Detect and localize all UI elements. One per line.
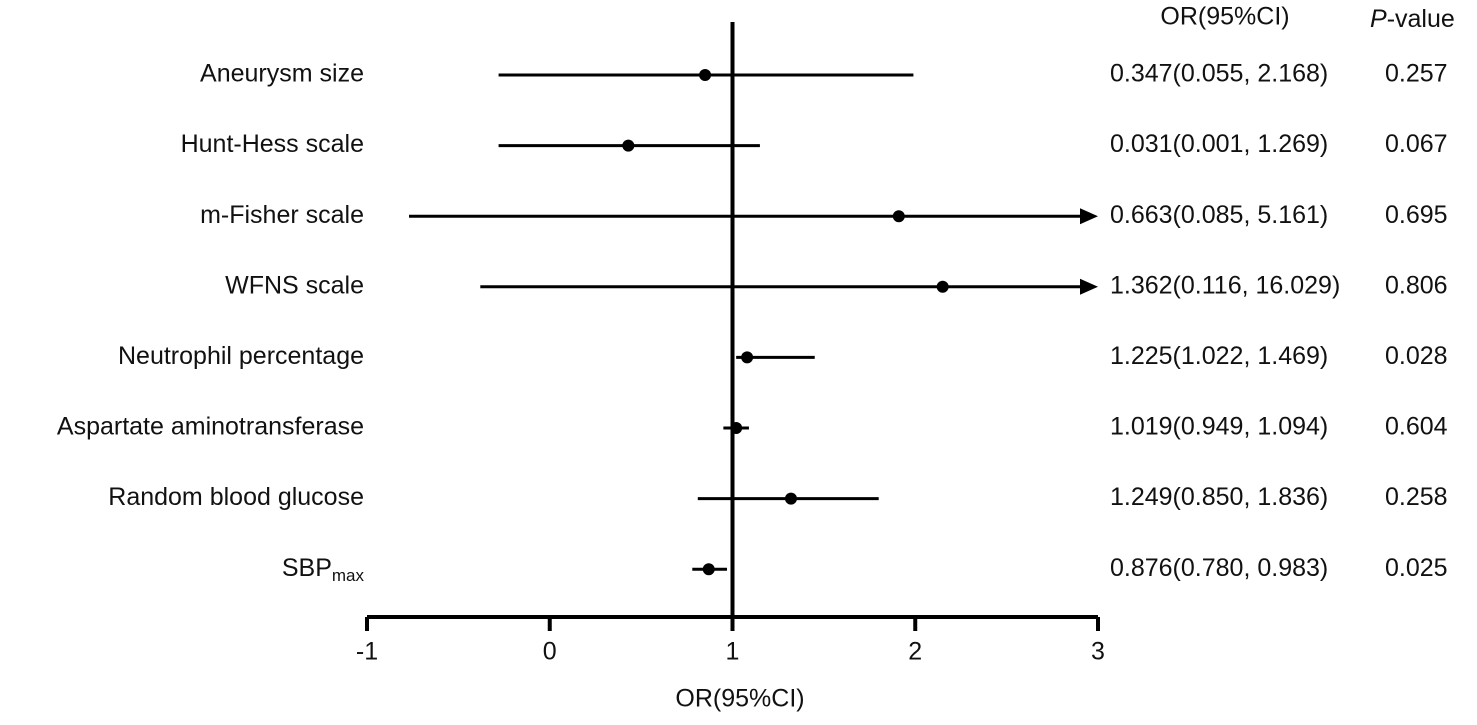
point-estimate [936,280,949,293]
x-axis-title: OR(95%CI) [675,685,804,713]
row-label: Aspartate aminotransferase [57,413,364,441]
or-ci: 1.019(0.949, 1.094) [1110,413,1328,441]
header-italic: P [1370,5,1387,33]
x-tick-label: 3 [1091,638,1105,666]
or-ci: 1.362(0.116, 16.029) [1110,271,1340,299]
p-value: 0.257 [1385,60,1448,88]
or-ci: 0.031(0.001, 1.269) [1110,130,1328,158]
or-ci: 1.249(0.850, 1.836) [1110,483,1328,511]
header-text: -value [1387,5,1455,33]
label-sub: max [332,567,365,586]
x-tick-label: -1 [356,638,378,666]
ci-arrow [1080,278,1098,295]
table-header: P-value [1370,5,1455,33]
row-label: SBPmax [282,554,365,586]
point-estimate [702,563,715,576]
x-tick-label: 0 [543,638,557,666]
or-ci: 1.225(1.022, 1.469) [1110,342,1328,370]
p-value: 0.604 [1385,413,1448,441]
point-estimate [892,210,905,223]
p-value: 0.258 [1385,483,1448,511]
row-label: m-Fisher scale [200,201,364,229]
row-label: Hunt-Hess scale [181,130,364,158]
or-ci: 0.347(0.055, 2.168) [1110,60,1328,88]
point-estimate [784,492,797,505]
point-estimate [622,139,635,152]
or-ci: 0.876(0.780, 0.983) [1110,554,1328,582]
x-tick-label: 2 [908,638,922,666]
p-value: 0.806 [1385,271,1448,299]
p-value: 0.067 [1385,130,1448,158]
row-label: Aneurysm size [200,60,364,88]
p-value: 0.028 [1385,342,1448,370]
point-estimate [741,351,754,364]
table-header: OR(95%CI) [1160,3,1289,31]
row-label: Neutrophil percentage [118,342,364,370]
or-ci: 0.663(0.085, 5.161) [1110,201,1328,229]
ci-arrow [1080,208,1098,225]
p-value: 0.695 [1385,201,1448,229]
p-value: 0.025 [1385,554,1448,582]
row-label: Random blood glucose [108,483,364,511]
row-label: WFNS scale [225,271,364,299]
point-estimate [699,69,712,81]
label-main: SBP [282,554,332,582]
point-estimate [730,422,743,434]
x-tick-label: 1 [726,638,740,666]
